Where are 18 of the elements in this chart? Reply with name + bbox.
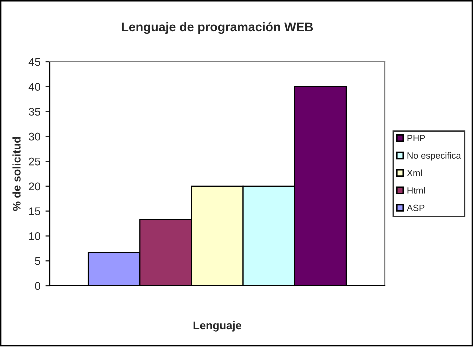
- legend-label: Xml: [407, 170, 422, 176]
- legend-label: Html: [408, 187, 425, 194]
- y-tick-label: 0: [35, 282, 41, 290]
- legend-label: PHP: [408, 135, 426, 142]
- legend-label: ASP: [407, 204, 425, 212]
- x-axis-title: Lenguaje: [194, 321, 242, 332]
- y-tick-label: 40: [28, 83, 41, 92]
- legend-label: No especifica: [408, 152, 462, 161]
- y-tick-label: 25: [29, 158, 41, 166]
- y-tick-label: 5: [35, 257, 41, 266]
- y-tick-label: 10: [29, 232, 41, 240]
- chart-title: Lenguaje de programación WEB: [122, 22, 314, 34]
- y-axis-title: % de solicitud: [12, 137, 21, 212]
- y-tick-label: 20: [29, 182, 41, 191]
- y-tick-label: 45: [28, 58, 41, 66]
- y-tick-label: 30: [29, 132, 41, 141]
- y-tick-label: 35: [29, 108, 41, 116]
- y-tick-label: 15: [29, 208, 41, 216]
